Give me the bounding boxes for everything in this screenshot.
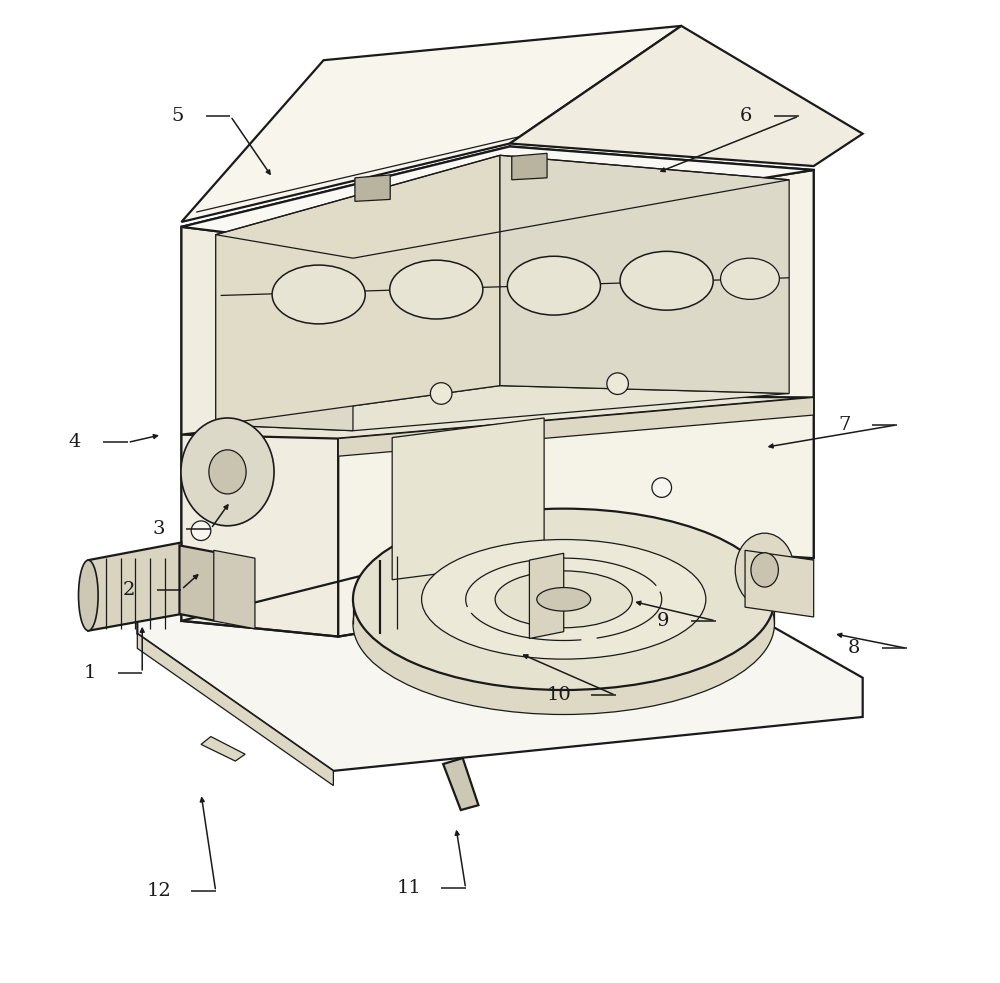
- Text: 3: 3: [152, 520, 165, 538]
- Text: 5: 5: [172, 107, 184, 125]
- Ellipse shape: [390, 260, 483, 318]
- Polygon shape: [510, 146, 814, 558]
- Polygon shape: [338, 170, 814, 637]
- Polygon shape: [512, 153, 547, 180]
- Polygon shape: [392, 418, 544, 580]
- Polygon shape: [216, 155, 500, 425]
- Text: 12: 12: [147, 883, 172, 900]
- Text: 2: 2: [123, 581, 135, 599]
- Ellipse shape: [353, 533, 774, 715]
- Ellipse shape: [430, 382, 452, 404]
- Text: 7: 7: [838, 416, 851, 434]
- Ellipse shape: [79, 560, 98, 631]
- Text: 6: 6: [740, 107, 753, 125]
- Polygon shape: [216, 385, 789, 431]
- Polygon shape: [181, 227, 338, 637]
- Polygon shape: [745, 550, 814, 617]
- Ellipse shape: [422, 540, 706, 660]
- Polygon shape: [510, 26, 863, 166]
- Polygon shape: [201, 736, 245, 761]
- Text: 1: 1: [83, 664, 96, 682]
- Ellipse shape: [751, 552, 778, 587]
- Ellipse shape: [209, 450, 246, 493]
- Polygon shape: [88, 543, 181, 631]
- Ellipse shape: [537, 588, 591, 611]
- Polygon shape: [355, 175, 390, 202]
- Ellipse shape: [652, 478, 672, 497]
- Polygon shape: [181, 146, 814, 247]
- Polygon shape: [338, 397, 814, 456]
- Ellipse shape: [495, 571, 632, 628]
- Polygon shape: [137, 555, 863, 771]
- Polygon shape: [137, 634, 333, 785]
- Ellipse shape: [620, 252, 713, 311]
- Polygon shape: [179, 546, 216, 621]
- Ellipse shape: [607, 373, 628, 394]
- Text: 9: 9: [657, 611, 669, 630]
- Ellipse shape: [272, 265, 365, 323]
- Text: 8: 8: [848, 639, 860, 658]
- Ellipse shape: [181, 418, 274, 526]
- Polygon shape: [443, 758, 478, 810]
- Ellipse shape: [735, 533, 794, 607]
- Ellipse shape: [191, 521, 211, 541]
- Text: 11: 11: [397, 880, 422, 897]
- Polygon shape: [529, 553, 564, 639]
- Ellipse shape: [353, 508, 774, 690]
- Polygon shape: [181, 26, 681, 222]
- Polygon shape: [181, 395, 814, 438]
- Polygon shape: [181, 146, 510, 621]
- Ellipse shape: [507, 257, 600, 316]
- Polygon shape: [214, 550, 255, 629]
- Ellipse shape: [721, 259, 779, 300]
- Text: 10: 10: [547, 686, 572, 705]
- Text: 4: 4: [69, 434, 81, 451]
- Polygon shape: [216, 235, 353, 431]
- Polygon shape: [500, 155, 789, 393]
